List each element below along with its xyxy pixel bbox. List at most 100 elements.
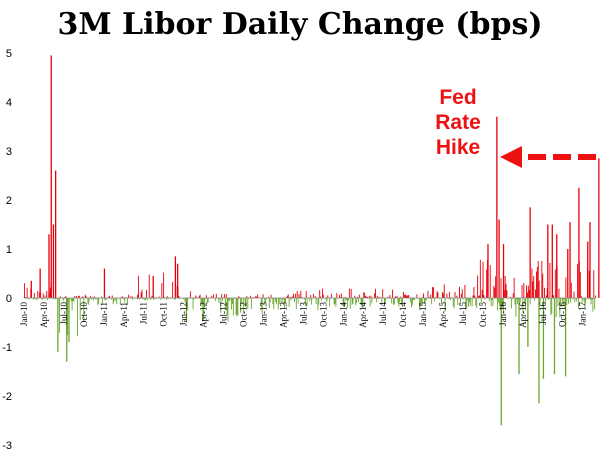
negative-bar [420, 298, 422, 306]
positive-bar [320, 296, 322, 298]
negative-bar [237, 298, 239, 315]
positive-bar [141, 289, 143, 298]
negative-bar [398, 298, 400, 307]
positive-bar [506, 290, 508, 298]
positive-bar [289, 296, 291, 298]
negative-bar [268, 298, 270, 309]
negative-bar [490, 298, 492, 306]
positive-bar [544, 287, 545, 298]
negative-bar [47, 298, 49, 301]
positive-bar [570, 282, 572, 298]
negative-bar [57, 298, 59, 352]
positive-bar [256, 296, 258, 298]
x-tick-label: Oct-14 [398, 302, 408, 327]
x-tick-label: Apr-11 [119, 302, 129, 327]
negative-bar [232, 298, 234, 316]
positive-bar [430, 294, 432, 298]
positive-bar [65, 295, 67, 298]
negative-bar [402, 298, 403, 307]
positive-bar [299, 296, 301, 298]
negative-bar [28, 298, 30, 300]
negative-bar [500, 298, 502, 426]
negative-bar [138, 298, 140, 300]
x-tick-label: Oct-15 [478, 302, 488, 327]
negative-bar [345, 298, 347, 301]
x-tick-label: Oct-11 [159, 302, 169, 327]
positive-bar [291, 296, 293, 298]
x-tick-label: Jul-15 [458, 302, 468, 325]
x-tick-label: Jan-14 [338, 302, 348, 326]
negative-bar [561, 298, 563, 300]
positive-bar [78, 295, 80, 298]
positive-bar [223, 294, 225, 298]
positive-bar [389, 295, 391, 298]
positive-bar [427, 290, 429, 298]
positive-bars [24, 55, 600, 299]
negative-bar [231, 298, 233, 310]
positive-bar [270, 294, 272, 298]
negative-bar [466, 298, 468, 310]
positive-bar [52, 224, 55, 298]
negative-bar [145, 298, 147, 301]
positive-bar [577, 264, 579, 298]
positive-bar [322, 294, 324, 298]
x-tick-label: Jan-11 [99, 302, 109, 326]
negative-bar [89, 298, 91, 300]
negative-bar [207, 298, 209, 303]
positive-bar [286, 295, 288, 298]
negative-bar [527, 298, 529, 347]
negative-bar [522, 298, 524, 314]
positive-bar [537, 260, 539, 298]
positive-bar [542, 273, 544, 298]
negative-bar [424, 298, 426, 303]
x-tick-label: Oct-12 [238, 302, 248, 327]
positive-bar [565, 277, 567, 298]
positive-bar [55, 170, 57, 298]
negative-bar [67, 298, 69, 336]
negative-bar [105, 298, 107, 301]
positive-bar [172, 281, 174, 298]
negative-bar [87, 298, 89, 304]
positive-bar [294, 293, 296, 298]
positive-bar [44, 295, 46, 298]
negative-bar [226, 298, 228, 315]
y-tick-label: 1 [6, 244, 12, 256]
negative-bar [412, 298, 414, 301]
positive-bar [238, 296, 240, 298]
negative-bar [347, 298, 349, 308]
negative-bar [77, 298, 78, 337]
negative-bar [265, 298, 267, 303]
positive-bar [267, 296, 269, 298]
negative-bar [448, 298, 450, 300]
x-tick-label: Jan-12 [179, 302, 189, 326]
positive-bar [163, 272, 165, 298]
positive-bar [314, 296, 316, 298]
positive-bar [358, 294, 360, 298]
negative-bar [36, 298, 38, 301]
negative-bar [467, 298, 469, 300]
negative-bar [232, 298, 233, 305]
positive-bar [363, 292, 365, 298]
positive-bar [496, 116, 498, 298]
negative-bar [187, 298, 189, 311]
positive-bar [404, 294, 406, 298]
negative-bar [342, 298, 344, 306]
positive-bar [394, 296, 396, 298]
positive-bar [340, 293, 342, 298]
negative-bar [468, 298, 469, 307]
negative-bar [518, 298, 520, 374]
negative-bar [218, 298, 220, 304]
negative-bar [444, 298, 446, 312]
negative-bars [25, 298, 596, 426]
negative-bar [201, 298, 203, 303]
negative-bar [113, 298, 115, 302]
positive-bar [205, 295, 207, 298]
y-tick-label: 5 [6, 48, 12, 60]
positive-bar [436, 291, 438, 298]
positive-bar [254, 297, 256, 298]
negative-bar [497, 298, 499, 303]
negative-bar [574, 298, 576, 303]
positive-bar [93, 296, 95, 298]
negative-bar [236, 298, 238, 317]
positive-bar [49, 287, 51, 298]
